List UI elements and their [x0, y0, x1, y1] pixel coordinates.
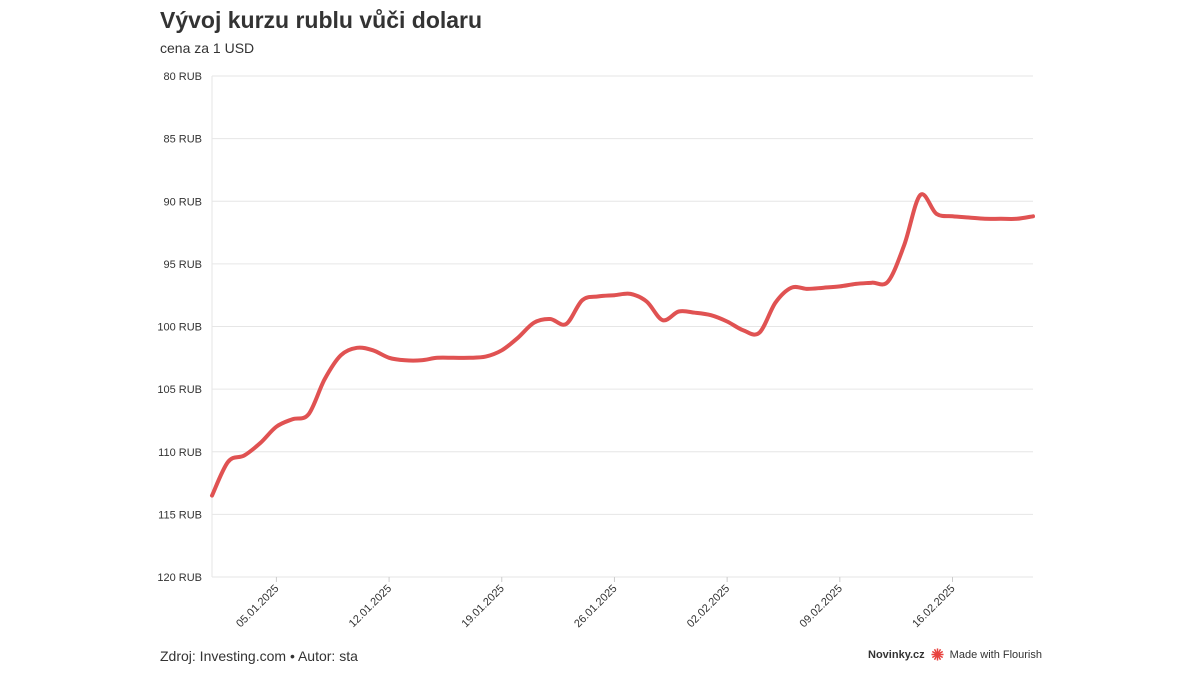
grid-lines [212, 75, 1033, 578]
x-tick-label: 16.02.2025 [910, 583, 957, 630]
flourish-icon [931, 648, 944, 661]
x-tick-label: 19.01.2025 [459, 583, 506, 630]
y-tick-label: 110 RUB [158, 447, 202, 459]
y-tick-label: 115 RUB [158, 509, 202, 521]
y-tick-label: 90 RUB [163, 196, 202, 208]
x-axis-labels: 05.01.2025 12.01.2025 19.01.2025 26.01.2025… [234, 577, 958, 630]
footer-branding: Novinky.cz Made with Flourish [868, 648, 1042, 661]
source-note: Zdroj: Investing.com • Autor: sta [160, 648, 358, 664]
x-tick-label: 09.02.2025 [798, 583, 845, 630]
y-axis-labels: 80 RUB 85 RUB 90 RUB 95 RUB 100 RUB 105 RUB 11… [157, 71, 202, 584]
x-tick-label: 02.02.2025 [685, 583, 732, 630]
chart-subtitle: cena za 1 USD [160, 40, 255, 56]
y-tick-label: 100 RUB [157, 322, 202, 334]
y-tick-label: 85 RUB [163, 134, 202, 146]
line-chart: 80 RUB 85 RUB 90 RUB 95 RUB 100 RUB 105 RUB 11… [157, 71, 1035, 630]
x-tick-label: 12.01.2025 [347, 583, 394, 630]
y-tick-label: 80 RUB [163, 71, 202, 83]
x-tick-label: 05.01.2025 [234, 583, 281, 630]
flourish-center [934, 651, 940, 658]
chart-title: Vývoj kurzu rublu vůči dolaru [160, 7, 483, 33]
made-with-flourish-link[interactable]: Made with Flourish [949, 648, 1042, 661]
y-tick-label: 105 RUB [157, 384, 202, 396]
series-line-usd-rub [210, 192, 1035, 498]
x-tick-label: 26.01.2025 [572, 583, 619, 630]
y-tick-label: 120 RUB [157, 572, 202, 584]
y-tick-label: 95 RUB [163, 259, 202, 271]
novinky-logo[interactable]: Novinky.cz [868, 648, 925, 661]
